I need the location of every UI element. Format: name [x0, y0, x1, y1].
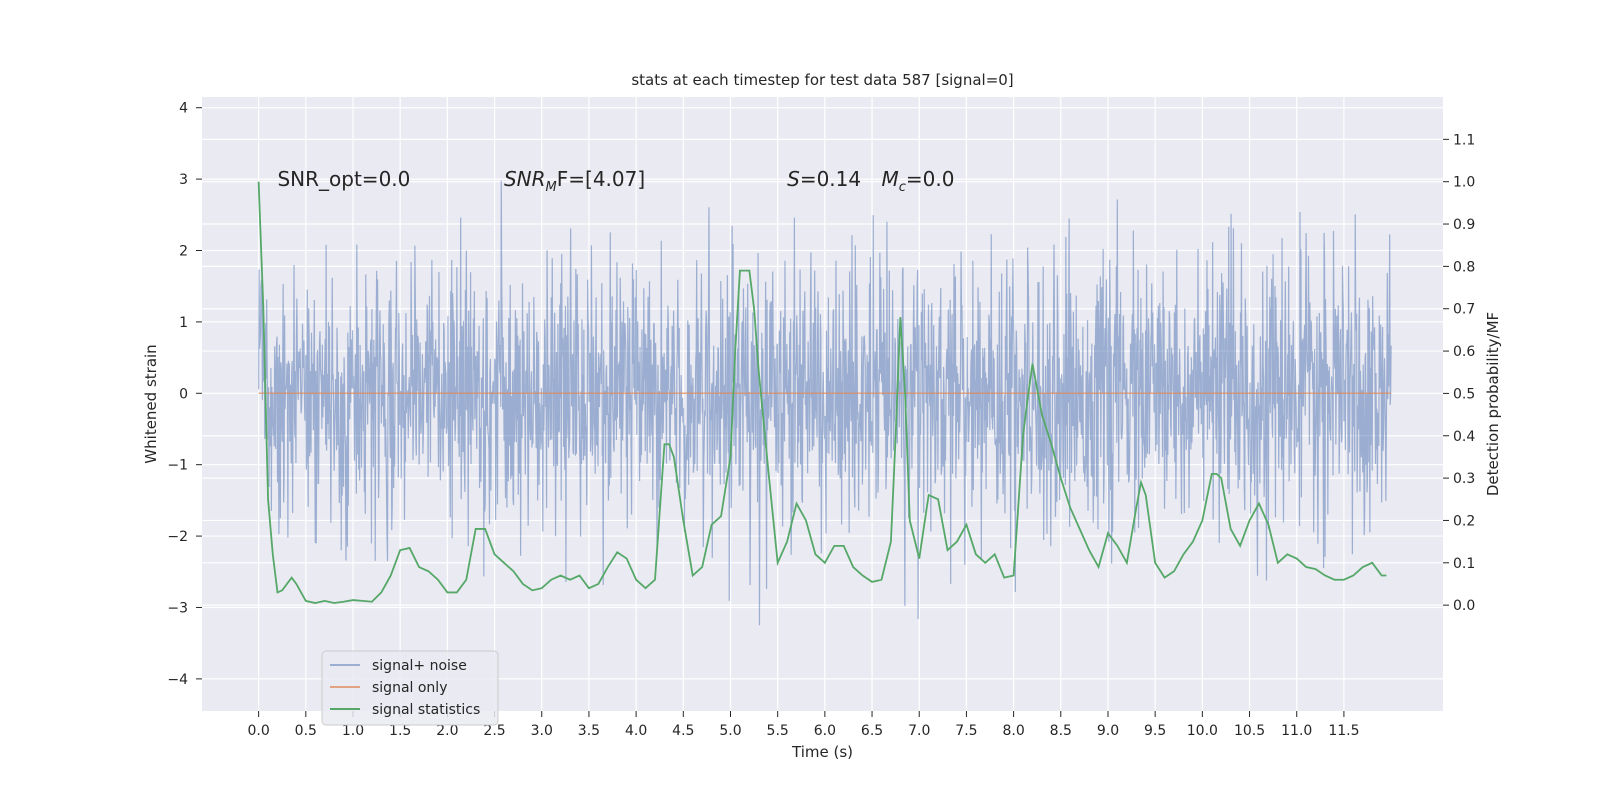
- x-axis-label: Time (s): [791, 743, 853, 761]
- x-tick-label: 6.5: [861, 723, 883, 739]
- y-right-tick-label: 0.5: [1453, 386, 1475, 402]
- y-left-tick-label: −2: [167, 529, 188, 545]
- y-left-tick-label: 1: [179, 315, 188, 331]
- legend-label: signal statistics: [372, 702, 480, 718]
- y-right-tick-label: 0.4: [1453, 429, 1475, 445]
- x-tick-label: 1.5: [389, 723, 411, 739]
- y-left-tick-label: 4: [179, 101, 188, 117]
- annotations: SNR_opt=0.0 SNRMF=[4.07] S=0.14 Mc=0.0: [277, 167, 954, 195]
- y-right-tick-label: 0.2: [1453, 513, 1475, 529]
- annotation-snr-mf: SNRMF=[4.07]: [504, 167, 645, 195]
- series-lines: [257, 181, 1392, 604]
- x-tick-label: 7.0: [908, 723, 930, 739]
- legend-box: [321, 650, 499, 726]
- annotation-snr-opt: SNR_opt=0.0: [277, 167, 410, 191]
- x-tick-label: 4.5: [672, 723, 694, 739]
- x-tick-label: 3.5: [578, 723, 600, 739]
- x-tick-label: 10.0: [1187, 723, 1218, 739]
- y-right-tick-label: 0.3: [1453, 471, 1475, 487]
- y-left-tick-label: −1: [167, 458, 188, 474]
- y-axis-left-label: Whitened strain: [142, 344, 160, 463]
- y-right-tick-label: 1.1: [1453, 132, 1475, 148]
- y-right-tick-label: 0.6: [1453, 344, 1475, 360]
- legend-label: signal+ noise: [372, 658, 467, 674]
- legend-label: signal only: [372, 680, 447, 696]
- x-tick-label: 9.5: [1144, 723, 1166, 739]
- x-tick-label: 0.0: [247, 723, 269, 739]
- x-tick-label: 11.5: [1328, 723, 1359, 739]
- y-right-tick-label: 0.0: [1453, 598, 1475, 614]
- series-signal-noise: [258, 180, 1392, 626]
- y-axis-right-label: Detection probability/MF: [1484, 312, 1502, 496]
- y-left-tick-label: 0: [179, 386, 188, 402]
- x-tick-label: 6.0: [814, 723, 836, 739]
- annotation-s-value: S=0.14: [787, 167, 861, 191]
- x-tick-label: 2.5: [483, 723, 505, 739]
- signal-noise-line: [258, 180, 1392, 626]
- axes: 0.0 0.5 1.0 1.5 2.0 2.5 3.0 3.5 4.0 4.5 5.0 5.5 6.0 6…: [167, 101, 1475, 739]
- y-left-tick-label: −4: [167, 672, 188, 688]
- x-tick-label: 0.5: [295, 723, 317, 739]
- y-right-tick-label: 0.1: [1453, 556, 1475, 572]
- y-right-tick-label: 0.8: [1453, 259, 1475, 275]
- signal-statistics-line: [257, 181, 1387, 604]
- x-tick-label: 10.5: [1234, 723, 1265, 739]
- x-tick-label: 5.5: [767, 723, 789, 739]
- y-right-tick-label: 1.0: [1453, 175, 1475, 191]
- x-tick-label: 4.0: [625, 723, 647, 739]
- x-tick-label: 8.0: [1002, 723, 1024, 739]
- chart-title: stats at each timestep for test data 587…: [631, 71, 1013, 89]
- y-left-tick-label: 3: [179, 172, 188, 188]
- legend: signal+ noise signal only signal statistic…: [321, 650, 499, 726]
- x-tick-label: 2.0: [436, 723, 458, 739]
- x-tick-label: 5.0: [719, 723, 741, 739]
- annotation-mc-value: Mc=0.0: [881, 167, 954, 195]
- x-tick-label: 11.0: [1281, 723, 1312, 739]
- y-left-tick-label: −3: [167, 600, 188, 616]
- x-tick-label: 8.5: [1050, 723, 1072, 739]
- x-tick-label: 9.0: [1097, 723, 1119, 739]
- y-right-tick-label: 0.7: [1453, 302, 1475, 318]
- y-left-tick-label: 2: [179, 244, 188, 260]
- x-tick-label: 3.0: [531, 723, 553, 739]
- x-tick-label: 7.5: [955, 723, 977, 739]
- x-tick-label: 1.0: [342, 723, 364, 739]
- y-right-tick-label: 0.9: [1453, 217, 1475, 233]
